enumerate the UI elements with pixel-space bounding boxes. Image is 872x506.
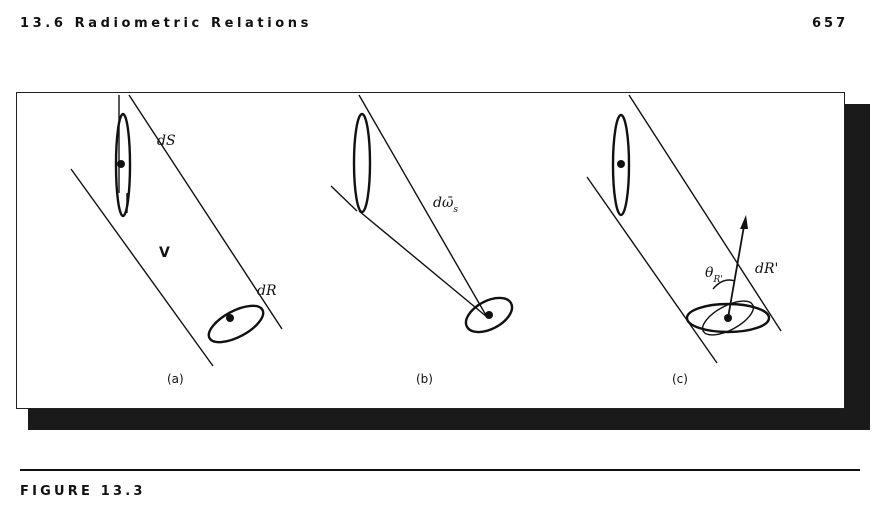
- panel-a-diagram: [70, 94, 283, 367]
- label-dr-prime: dR': [755, 261, 778, 277]
- beam-edge-line: [70, 168, 214, 367]
- cone-edge-line: [358, 94, 488, 318]
- panel-c-diagram: [586, 94, 782, 364]
- receiver-disk: [464, 296, 514, 334]
- cone-edge-line: [330, 185, 358, 212]
- label-solid-angle: dω̄s: [433, 195, 458, 215]
- source-disk-ds: [114, 112, 132, 218]
- running-head: 13.6 Radiometric Relations: [20, 16, 313, 31]
- figure-frame: dS V dR (a) dω̄s (b) θR' dR' (c): [16, 92, 845, 409]
- receiver-disk-dr-prime: [701, 300, 755, 336]
- label-volume: V: [159, 245, 170, 261]
- caption-rule: [20, 469, 860, 471]
- caption-c: (c): [672, 372, 688, 386]
- cone-edge-line: [358, 210, 488, 318]
- panel-b-diagram: [330, 94, 514, 334]
- receiver-disk-dr: [207, 304, 265, 344]
- receiver-point-dot: [485, 311, 493, 319]
- receiver-point-dot: [226, 314, 234, 322]
- source-disk: [611, 113, 631, 217]
- caption-a: (a): [167, 372, 184, 386]
- beam-edge-line: [128, 94, 283, 330]
- label-ds: dS: [157, 133, 176, 149]
- page-number: 657: [812, 16, 849, 31]
- figure: dS V dR (a) dω̄s (b) θR' dR' (c): [16, 92, 872, 432]
- label-theta: θR': [705, 265, 723, 285]
- caption-b: (b): [416, 372, 433, 386]
- source-point-dot: [617, 160, 625, 168]
- theta-angle-arc: [712, 279, 736, 290]
- arrowhead-icon: [740, 215, 748, 229]
- receiver-point-dot: [724, 314, 732, 322]
- beam-edge-line: [628, 94, 782, 332]
- figure-label: FIGURE 13.3: [20, 484, 146, 499]
- source-disk: [352, 112, 372, 214]
- source-point-dot: [117, 160, 125, 168]
- figure-artwork: dS V dR (a) dω̄s (b) θR' dR' (c): [70, 94, 782, 386]
- beam-edge-line: [586, 176, 718, 364]
- label-dr: dR: [257, 283, 277, 299]
- surface-normal-arrow: [727, 225, 745, 319]
